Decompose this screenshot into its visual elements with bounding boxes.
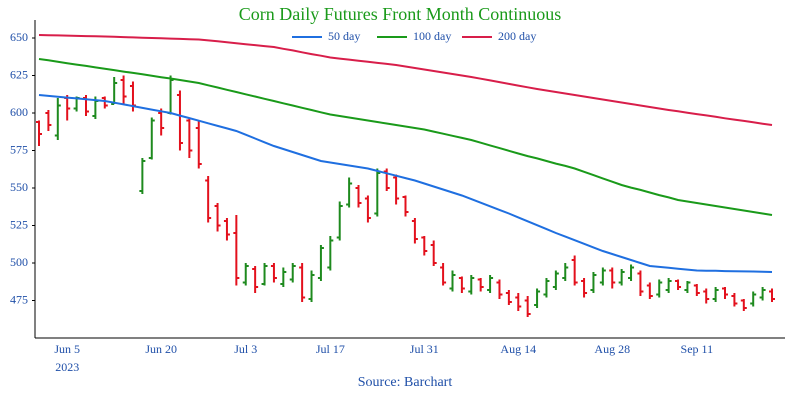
x-tick-label: Sep 11 [681,342,714,356]
source: Source: Barchart [358,375,453,390]
y-tick-label: 650 [10,30,28,44]
x-tick-label: Jul 17 [316,342,345,356]
y-tick-label: 475 [10,292,28,306]
x-tick-label: Jul 3 [234,342,257,356]
ma-line [38,34,773,126]
y-tick-label: 550 [10,180,28,194]
y-tick-label: 500 [10,255,28,269]
ma-line [38,94,773,273]
y-tick-label: 625 [10,67,28,81]
x-tick-label: Aug 28 [594,342,630,356]
legend-label: 200 day [498,29,536,43]
x-tick-label: Jun 5 [54,342,80,356]
x-tick-label: Jul 31 [410,342,439,356]
x-tick-label: Aug 14 [500,342,536,356]
legend-label: 50 day [328,29,360,43]
year-label: 2023 [55,360,79,374]
chart-title: Corn Daily Futures Front Month Continuou… [239,4,562,24]
y-tick-label: 600 [10,105,28,119]
legend-label: 100 day [413,29,451,43]
y-tick-label: 525 [10,217,28,231]
ma-line [38,58,773,216]
x-tick-label: Jun 20 [145,342,177,356]
y-tick-label: 575 [10,142,28,156]
